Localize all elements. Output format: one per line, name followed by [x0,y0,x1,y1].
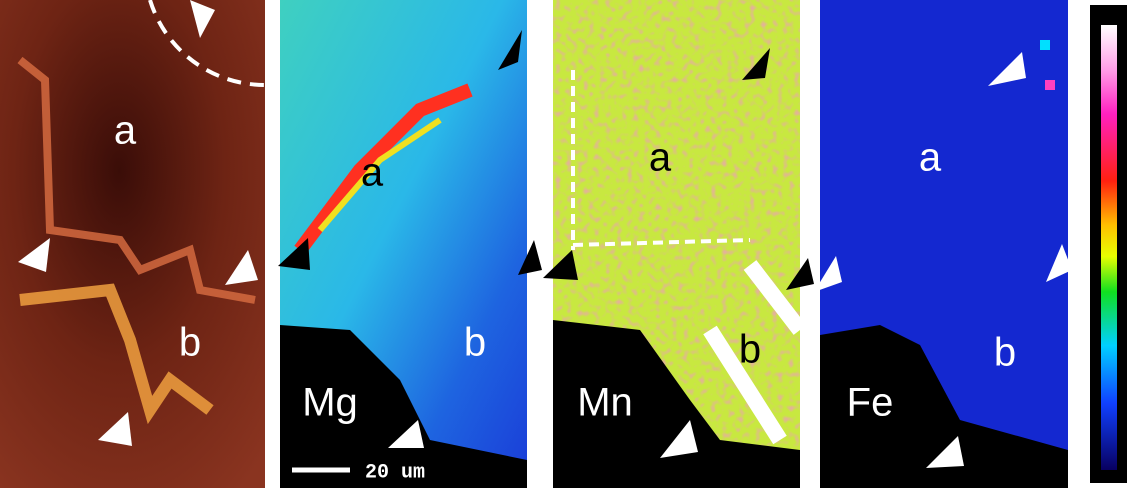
panel-mg: a b Mg 20 um [278,0,542,488]
panel-mn: a b Mn [543,0,814,488]
region-label: b [739,328,761,372]
pixel [1045,80,1055,90]
scale-bar-label: 20 um [365,461,425,484]
region-label: b [994,331,1016,375]
panel-fe: a b Fe [814,0,1072,488]
panel-optical: a b [0,0,265,488]
element-label: Mn [577,381,633,425]
element-label: Mg [302,381,358,425]
color-bar [1090,5,1127,483]
region-label: a [114,109,137,153]
region-label: b [179,321,201,365]
element-label: Fe [847,381,894,425]
region-label: a [649,136,672,180]
region-label: a [919,136,942,180]
region-label: a [361,151,384,195]
region-label: b [464,321,486,365]
pixel [1040,40,1050,50]
color-bar-scale [1101,25,1117,470]
figure: a b a b Mg 20 um a b Mn [0,0,1127,488]
